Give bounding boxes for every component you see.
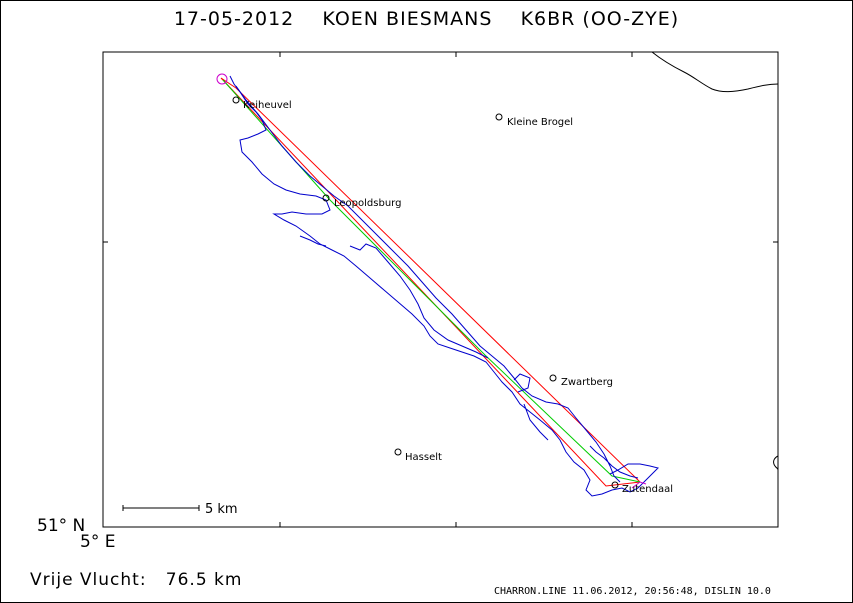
place-marker-icon [322,194,330,202]
place-label: Zwartberg [561,377,613,388]
axis-ticks [102,52,778,528]
place-marker-icon [611,481,619,489]
start-marker [216,73,228,85]
place-label: Hasselt [405,452,442,463]
flight-title: 17-05-2012 KOEN BIESMANS K6BR (OO-ZYE) [173,8,680,30]
scale-bar: 5 km [122,502,238,517]
place-marker-icon [495,113,503,121]
place-label: Keiheuvel [243,100,292,111]
gps-track [229,75,659,497]
finish-marker [631,481,647,489]
place-keiheuvel: Keiheuvel [232,96,292,111]
task-line [220,77,642,487]
place-marker-icon [394,448,402,456]
flight-distance: Vrije Vlucht: 76.5 km [30,570,242,590]
distance-label: Vrije Vlucht: [30,570,147,590]
place-marker-icon [232,96,240,104]
longitude-label: 5° E [80,532,116,552]
footer-info: CHARRON.LINE 11.06.2012, 20:56:48, DISLI… [494,586,771,597]
distance-value: 76.5 km [165,570,243,590]
place-zwartberg: Zwartberg [549,374,613,388]
place-kleine-brogel: Kleine Brogel [495,113,573,128]
latitude-label: 51° N [37,516,86,536]
place-label: Kleine Brogel [507,117,573,128]
place-label: Zutendaal [622,484,673,495]
map-frame [102,51,779,528]
country-border-ne [651,51,779,93]
optimized-line [222,79,641,483]
place-label: Leopoldsburg [334,198,401,209]
place-marker-icon [549,374,557,382]
place-leopoldsburg: Leopoldsburg [322,194,401,209]
place-hasselt: Hasselt [394,448,442,463]
scale-bar-label: 5 km [205,502,238,517]
country-border-e [773,455,779,471]
place-zutendaal: Zutendaal [611,481,673,495]
